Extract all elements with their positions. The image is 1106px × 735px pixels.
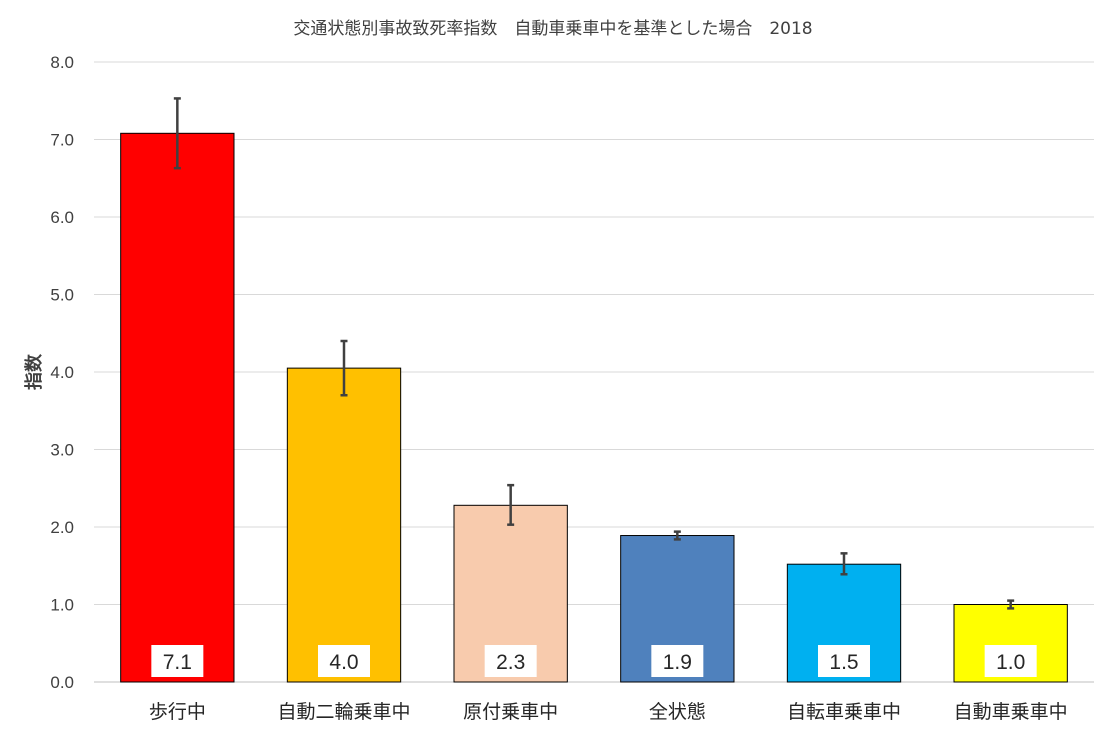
data-label: 2.3	[484, 645, 537, 677]
svg-text:1.5: 1.5	[829, 651, 858, 674]
svg-text:1.0: 1.0	[996, 651, 1025, 674]
y-tick-label: 6.0	[50, 208, 74, 227]
error-bar	[507, 483, 515, 526]
y-tick-label: 1.0	[50, 596, 74, 615]
y-tick-labels: 0.0 1.0 2.0 3.0 4.0 5.0 6.0 7.0 8.0	[50, 53, 74, 692]
error-bars	[173, 97, 1015, 610]
svg-text:1.9: 1.9	[663, 651, 692, 674]
error-bar	[673, 530, 681, 541]
y-tick-label: 4.0	[50, 363, 74, 382]
y-tick-label: 3.0	[50, 441, 74, 460]
data-label: 1.9	[651, 645, 704, 677]
bar	[120, 132, 235, 683]
chart-title: 交通状態別事故致死率指数 自動車乗車中を基準とした場合 2018	[293, 19, 812, 39]
x-tick-label: 自転車乗車中	[787, 701, 901, 723]
x-tick-label: 自動車乗車中	[954, 701, 1068, 723]
y-tick-label: 0.0	[50, 673, 74, 692]
x-tick-labels: 歩行中 自動二輪乗車中 原付乗車中 全状態 自転車乗車中 自動車乗車中	[149, 701, 1068, 723]
y-tick-label: 8.0	[50, 53, 74, 72]
data-label: 1.5	[818, 645, 870, 677]
data-label: 4.0	[318, 645, 370, 677]
error-bar	[340, 339, 348, 397]
y-tick-label: 7.0	[50, 131, 74, 150]
x-tick-label: 自動二輪乗車中	[277, 701, 410, 723]
x-tick-label: 原付乗車中	[463, 701, 558, 723]
data-label: 1.0	[984, 645, 1037, 677]
bars	[120, 132, 1068, 683]
x-tick-label: 歩行中	[149, 701, 206, 723]
svg-text:4.0: 4.0	[329, 651, 358, 674]
y-tick-label: 2.0	[50, 518, 74, 537]
svg-text:7.1: 7.1	[163, 651, 192, 674]
data-label: 7.1	[151, 645, 204, 677]
y-axis-label: 指数	[23, 353, 45, 390]
error-bar	[1007, 599, 1015, 610]
gridlines	[94, 61, 1094, 683]
error-bar	[173, 97, 181, 170]
bar	[286, 367, 402, 683]
error-bar	[840, 552, 848, 576]
svg-text:2.3: 2.3	[496, 651, 525, 674]
data-labels: 7.1 4.0 2.3 1.9 1.5 1.0	[151, 645, 1037, 677]
x-tick-label: 全状態	[649, 701, 706, 723]
y-tick-label: 5.0	[50, 286, 74, 305]
